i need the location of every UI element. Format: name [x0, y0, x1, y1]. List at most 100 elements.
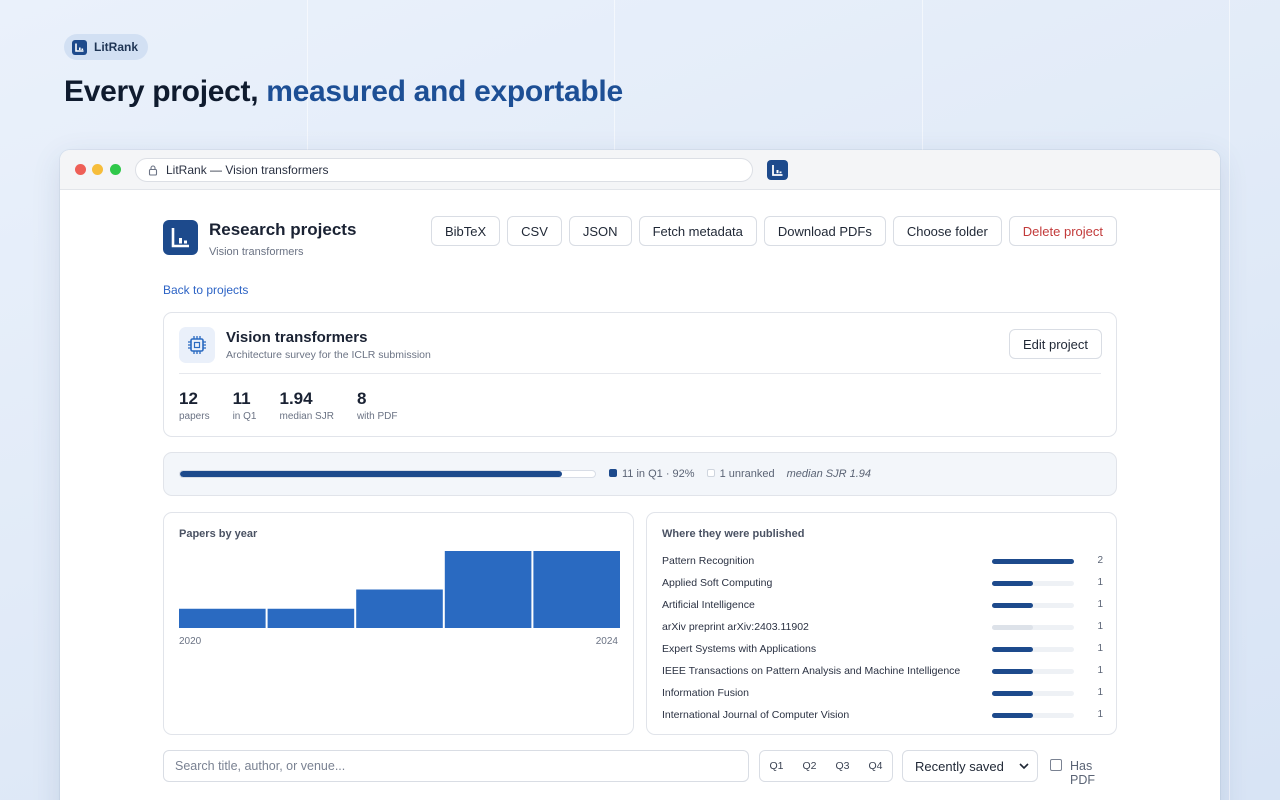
has-pdf-checkbox[interactable] [1050, 759, 1062, 771]
legend-median: median SJR 1.94 [786, 468, 871, 480]
app-logo-icon [163, 220, 198, 255]
venue-bar-fill [992, 581, 1033, 586]
venue-list: Pattern Recognition 2 Applied Soft Computi… [662, 555, 1103, 731]
hero: LitRank Every project, measured and expo… [64, 34, 623, 109]
brand-badge: LitRank [64, 34, 149, 60]
litrank-extension-icon[interactable] [767, 160, 788, 180]
venue-name: Expert Systems with Applications [662, 643, 817, 655]
stat-value: 1.94 [279, 389, 313, 408]
year-bar-2024 [533, 551, 620, 628]
venue-row: Expert Systems with Applications 1 [662, 643, 1103, 665]
minimize-window-icon[interactable] [92, 164, 103, 175]
venue-count: 1 [1097, 577, 1103, 588]
ranking-summary-bar: 11 in Q1 · 92% 1 unranked median SJR 1.9… [163, 452, 1117, 496]
venue-name: Applied Soft Computing [662, 577, 773, 589]
json-button[interactable]: JSON [568, 216, 632, 246]
venue-row: Pattern Recognition 2 [662, 555, 1103, 577]
project-description: Architecture survey for the ICLR submiss… [226, 349, 431, 361]
stat-label: median SJR [279, 411, 334, 422]
headline-plain: Every project, [64, 75, 267, 108]
legend-unranked: 1 unranked [706, 468, 775, 480]
stat-label: with PDF [356, 411, 398, 422]
stat-label: papers [179, 411, 210, 422]
back-to-projects-link[interactable]: Back to projects [163, 283, 249, 297]
venue-count: 2 [1097, 555, 1103, 566]
stat-value: 8 [356, 389, 367, 408]
edit-project-button[interactable]: Edit project [1008, 329, 1102, 359]
q1-progress-track [179, 470, 596, 478]
search-input[interactable] [163, 750, 749, 782]
venue-row: Artificial Intelligence 1 [662, 599, 1103, 621]
page-content: Research projects Vision transformers Bi… [163, 190, 1117, 787]
stat-q1: 11 in Q1 [233, 389, 257, 422]
ranking-legend: 11 in Q1 · 92% 1 unranked median SJR 1.9… [609, 468, 871, 480]
export-toolbar: BibTeX CSV JSON Fetch metadata Download … [430, 216, 1117, 246]
url-bar[interactable]: LitRank — Vision transformers [135, 158, 753, 182]
venue-count: 1 [1097, 687, 1103, 698]
venue-bar-track [992, 669, 1074, 674]
venue-count: 1 [1097, 621, 1103, 632]
x-tick-end: 2024 [595, 636, 618, 647]
venue-bar-fill [992, 669, 1033, 674]
q2-filter-button[interactable]: Q2 [802, 760, 817, 772]
venue-row: IEEE Transactions on Pattern Analysis an… [662, 665, 1103, 687]
q1-filter-button[interactable]: Q1 [769, 760, 784, 772]
venue-bar-fill [992, 603, 1033, 608]
venue-bar-fill [992, 691, 1033, 696]
venue-count: 1 [1097, 709, 1103, 720]
venue-bar-track [992, 691, 1074, 696]
csv-button[interactable]: CSV [507, 216, 562, 246]
stat-median-sjr: 1.94 median SJR [279, 389, 333, 422]
venue-bar-fill [992, 713, 1033, 718]
divider [179, 373, 1101, 374]
stat-value: 11 [232, 389, 251, 408]
venue-name: International Journal of Computer Vision [662, 709, 850, 721]
venue-row: Applied Soft Computing 1 [662, 577, 1103, 599]
legend-q1-text: 11 in Q1 · 92% [622, 468, 695, 480]
page-title: Research projects [209, 220, 357, 239]
headline-accent: measured and exportable [266, 75, 623, 108]
papers-by-year-card: Papers by year 2020 2024 [163, 512, 634, 735]
legend-unranked-text: 1 unranked [719, 468, 775, 480]
litrank-logo-icon [72, 39, 87, 55]
chart-title: Papers by year [179, 528, 258, 540]
venue-bar-fill [992, 647, 1033, 652]
year-bar-2020 [179, 608, 266, 628]
venue-name: arXiv preprint arXiv:2403.11902 [662, 621, 809, 633]
brand-name: LitRank [94, 40, 139, 54]
quartile-filter: Q1 Q2 Q3 Q4 [759, 750, 893, 782]
unranked-swatch [706, 469, 715, 477]
hero-headline: Every project, measured and exportable [64, 75, 623, 109]
venue-bar-track [992, 625, 1074, 630]
venue-bar-fill [992, 559, 1074, 564]
q1-swatch [609, 469, 617, 477]
maximize-window-icon[interactable] [110, 164, 121, 175]
q3-filter-button[interactable]: Q3 [835, 760, 850, 772]
venue-name: Artificial Intelligence [662, 599, 755, 611]
fetch-metadata-button[interactable]: Fetch metadata [638, 216, 757, 246]
venue-count: 1 [1097, 599, 1103, 610]
bibtex-button[interactable]: BibTeX [430, 216, 501, 246]
browser-window: LitRank — Vision transformers Research p… [60, 150, 1220, 800]
sort-value: Recently saved [915, 758, 1004, 774]
project-stats: 12 papers 11 in Q1 1.94 median SJR 8 with PD… [179, 389, 398, 422]
papers-by-year-chart [179, 551, 620, 628]
venue-bar-track [992, 559, 1074, 564]
venues-title: Where they were published [662, 528, 805, 540]
lock-icon [148, 164, 158, 176]
choose-folder-button[interactable]: Choose folder [892, 216, 1002, 246]
chevron-down-icon [1019, 763, 1029, 770]
close-window-icon[interactable] [75, 164, 86, 175]
venue-bar-track [992, 647, 1074, 652]
year-bar-2023 [444, 551, 532, 628]
page-subtitle: Vision transformers [209, 246, 304, 258]
sort-select[interactable]: Recently saved [902, 750, 1038, 782]
venue-bar-track [992, 603, 1074, 608]
venue-count: 1 [1097, 665, 1103, 676]
download-pdfs-button[interactable]: Download PDFs [763, 216, 886, 246]
venues-card: Where they were published Pattern Recogn… [646, 512, 1117, 735]
q4-filter-button[interactable]: Q4 [868, 760, 883, 772]
delete-project-button[interactable]: Delete project [1008, 216, 1117, 246]
year-bar-2022 [356, 589, 443, 628]
stat-papers: 12 papers [179, 389, 210, 422]
